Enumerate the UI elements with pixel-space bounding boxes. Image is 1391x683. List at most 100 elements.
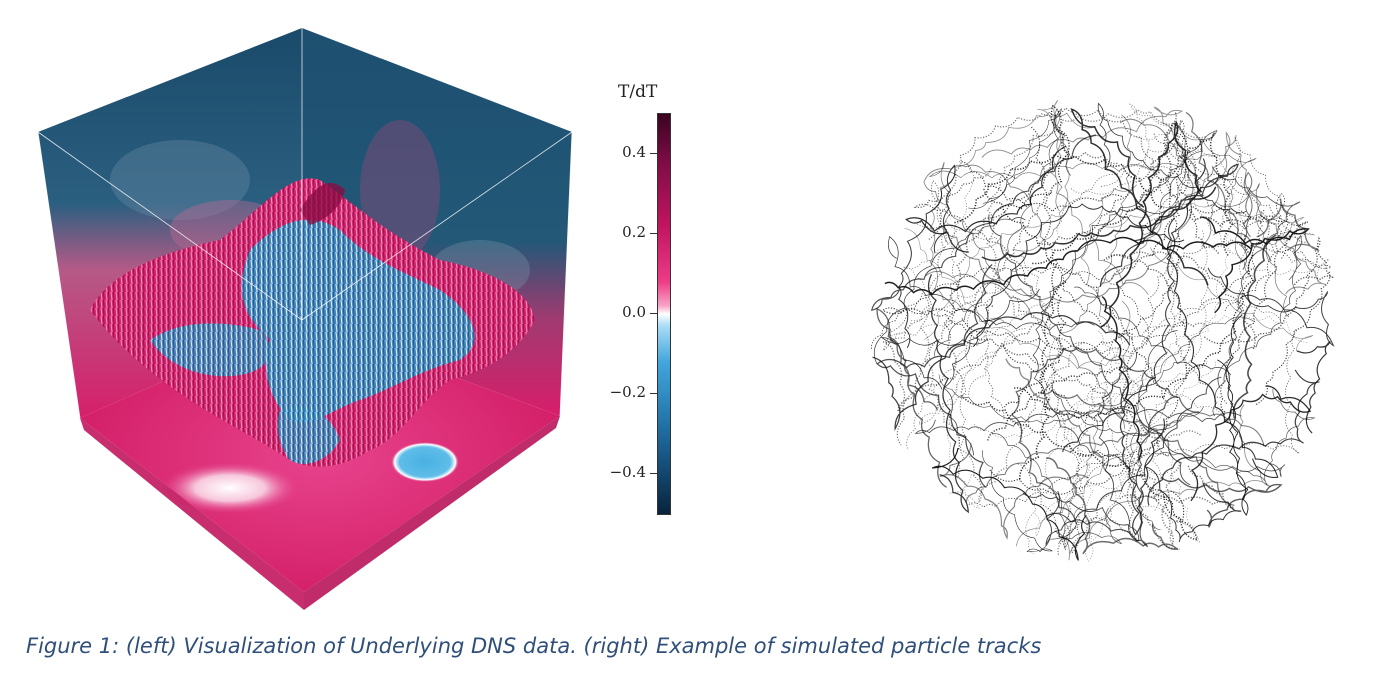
particle-track xyxy=(1212,234,1302,417)
particle-track xyxy=(1147,369,1320,506)
particle-track xyxy=(1145,210,1333,333)
particle-track xyxy=(1062,217,1176,453)
particle-track xyxy=(1192,206,1309,424)
particle-track xyxy=(913,220,1057,439)
particle-track xyxy=(882,179,947,352)
colorbar-tick-label: 0.2 xyxy=(622,223,646,241)
particle-track xyxy=(880,337,988,390)
colorbar-tick-label: 0.0 xyxy=(622,303,646,321)
particle-track xyxy=(918,328,1026,425)
colorbar-tick-label: 0.4 xyxy=(622,143,646,161)
particle-track xyxy=(1034,443,1200,543)
particle-track xyxy=(1201,131,1327,295)
particle-track xyxy=(1211,166,1301,389)
particle-track xyxy=(913,168,1032,297)
particle-track xyxy=(887,236,1095,331)
particle-track xyxy=(1166,158,1279,479)
particle-track xyxy=(1050,108,1149,295)
particle-track xyxy=(1045,376,1222,547)
particle-track xyxy=(934,108,1062,357)
particle-track xyxy=(981,106,1197,185)
particle-track xyxy=(1025,378,1243,554)
colorbar: T/dT 0.4 0.2 0.0 −0.2 −0.4 xyxy=(600,80,710,530)
colorbar-tick xyxy=(650,233,657,234)
particle-track xyxy=(1110,133,1219,281)
particle-track xyxy=(1150,247,1314,352)
particle-track xyxy=(1190,385,1312,502)
particle-track xyxy=(1052,384,1204,436)
particle-tracks xyxy=(870,99,1335,562)
figure-caption: Figure 1: (left) Visualization of Underl… xyxy=(26,634,1042,658)
particle-track xyxy=(981,186,1217,262)
floor-blue-region xyxy=(391,442,459,482)
particle-track xyxy=(1070,107,1209,286)
particle-track xyxy=(1100,144,1248,316)
particle-track xyxy=(1046,395,1178,548)
particle-track xyxy=(943,118,1194,303)
particle-track xyxy=(1012,209,1265,355)
particle-track xyxy=(1101,296,1143,461)
particle-track xyxy=(1160,476,1283,528)
particle-track xyxy=(1296,340,1331,434)
particle-track xyxy=(986,108,1207,319)
particle-tracks-plot xyxy=(870,99,1335,562)
particle-track xyxy=(1057,430,1201,557)
particle-track xyxy=(1100,120,1203,328)
particle-track xyxy=(896,191,1053,446)
particle-track xyxy=(1101,201,1305,243)
particle-track xyxy=(1079,448,1185,522)
particle-track xyxy=(928,154,1218,244)
particle-track xyxy=(1136,453,1181,546)
particle-track xyxy=(1060,114,1132,334)
particle-track xyxy=(1122,321,1208,550)
particle-track xyxy=(986,366,1132,442)
particle-track xyxy=(1142,125,1257,277)
particle-track xyxy=(906,304,1044,451)
particle-track xyxy=(1185,111,1272,262)
particle-track xyxy=(1022,351,1140,542)
particle-track xyxy=(904,228,1131,370)
particle-track xyxy=(1105,229,1208,525)
particle-track xyxy=(1153,133,1307,243)
particle-track xyxy=(1255,271,1331,405)
isosurface xyxy=(90,178,535,467)
particle-track xyxy=(960,394,1199,541)
particle-track xyxy=(1019,281,1067,482)
particle-track xyxy=(1039,389,1235,507)
particle-track xyxy=(1005,358,1112,476)
colorbar-tick xyxy=(650,473,657,474)
dns-cube-visualization xyxy=(37,28,573,610)
particle-track xyxy=(1165,251,1227,404)
particle-track xyxy=(1100,135,1237,284)
particle-track xyxy=(968,450,1143,508)
floor-white-region xyxy=(160,462,300,514)
particle-track xyxy=(872,312,1131,432)
particle-track xyxy=(931,447,1087,561)
colorbar-tick xyxy=(650,153,657,154)
colorbar-tick-label: −0.2 xyxy=(609,383,646,401)
particle-track xyxy=(938,355,1186,424)
particle-track xyxy=(950,230,974,479)
particle-track xyxy=(939,443,1089,540)
particle-track xyxy=(1017,332,1130,551)
particle-track xyxy=(1256,198,1320,252)
particle-track xyxy=(982,450,1078,553)
particle-track xyxy=(1000,342,1169,457)
particle-track xyxy=(1138,330,1286,478)
particle-track xyxy=(1041,129,1218,308)
particle-track xyxy=(1049,321,1112,554)
particle-track xyxy=(1045,457,1179,555)
particle-track xyxy=(983,188,1067,408)
colorbar-tick xyxy=(650,313,657,314)
particle-track xyxy=(1232,234,1277,419)
particle-track xyxy=(914,407,1242,434)
particle-track xyxy=(942,151,1120,393)
particle-track xyxy=(1119,381,1166,536)
particle-track xyxy=(1032,132,1234,265)
particle-track xyxy=(1144,466,1242,543)
particle-track xyxy=(1055,259,1170,404)
particle-track xyxy=(1135,120,1330,284)
particle-track xyxy=(1102,251,1256,350)
particle-track xyxy=(905,145,1067,253)
particle-track xyxy=(919,294,1085,503)
